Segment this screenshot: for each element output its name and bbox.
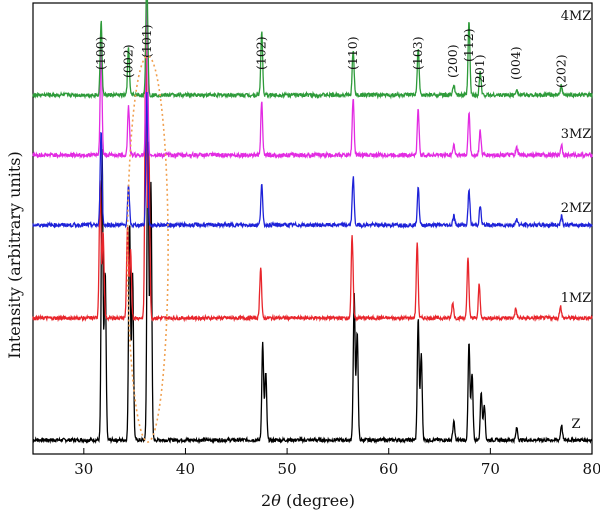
x-axis-label: 2θ (degree) — [261, 491, 355, 510]
y-axis-label: Intensity (arbitrary units) — [5, 151, 24, 359]
x-tick-label: 40 — [176, 460, 195, 478]
peak-annotations: (100) (002)(101) (102) (110) (103) (200) (112)… — [93, 24, 568, 88]
peak-label: (200) — [445, 44, 460, 78]
x-tick-label: 70 — [481, 460, 500, 478]
series-label-2mz: 2MZ — [561, 201, 592, 216]
peak-label: (112) — [461, 28, 476, 62]
series-line-1mz — [32, 27, 593, 323]
peak-label: (103) — [410, 36, 425, 70]
series-labels: Z 1MZ 2MZ 3MZ 4MZ — [561, 9, 592, 432]
series-line-2mz — [32, 91, 593, 230]
series-group — [32, 0, 593, 445]
series-label-4mz: 4MZ — [561, 9, 592, 24]
series-label-z: Z — [571, 417, 580, 432]
x-tick-label: 50 — [278, 460, 297, 478]
series-line-3mz — [32, 0, 593, 160]
x-tick-label: 30 — [74, 460, 93, 478]
peak-label: (201) — [472, 54, 487, 88]
peak-label: (002) — [121, 44, 136, 78]
series-label-1mz: 1MZ — [561, 291, 592, 306]
x-axis-label-suffix: (degree) — [281, 491, 355, 510]
x-tick-label: 80 — [582, 460, 600, 478]
x-tick-label: 60 — [379, 460, 398, 478]
peak-label: (100) — [93, 36, 108, 70]
plot-frame — [32, 2, 593, 455]
x-axis-label-prefix: 2 — [261, 491, 271, 510]
series-label-3mz: 3MZ — [561, 127, 592, 142]
plot-border — [32, 2, 593, 455]
x-axis-label-symbol: θ — [271, 491, 281, 510]
peak-label: (202) — [554, 54, 569, 88]
peak-label: (101) — [139, 24, 154, 58]
highlight-ellipse — [126, 55, 169, 443]
peak-label: (102) — [254, 36, 269, 70]
x-axis-ticks: 30 40 50 60 70 80 — [74, 448, 600, 478]
series-line-z — [32, 141, 593, 445]
peak-label: (004) — [508, 46, 523, 80]
peak-label: (110) — [345, 36, 360, 70]
series-line-4mz — [32, 0, 593, 100]
